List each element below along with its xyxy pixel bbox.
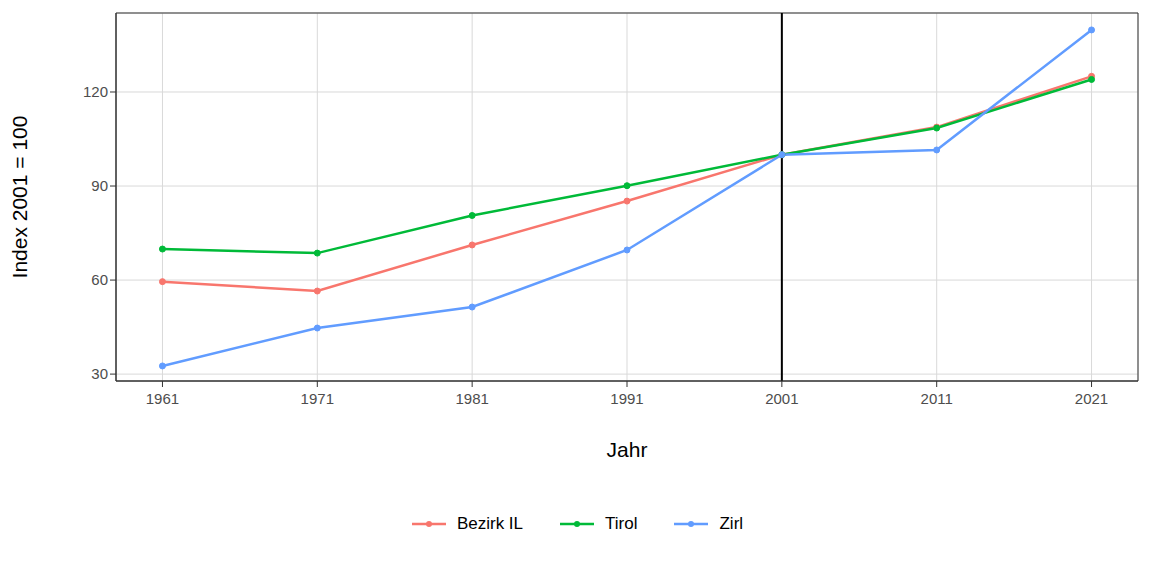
- svg-text:2021: 2021: [1075, 390, 1108, 407]
- svg-text:2011: 2011: [921, 390, 953, 407]
- svg-text:1971: 1971: [301, 390, 334, 407]
- svg-text:60: 60: [91, 271, 108, 288]
- svg-text:Jahr: Jahr: [607, 438, 648, 461]
- svg-text:1991: 1991: [610, 390, 643, 407]
- svg-text:30: 30: [91, 365, 108, 382]
- html-text:Zirl: Zirl: [719, 514, 744, 533]
- svg-text:2001: 2001: [765, 390, 798, 407]
- svg-text:120: 120: [83, 83, 108, 100]
- svg-text:1981: 1981: [455, 390, 488, 407]
- svg-text:1961: 1961: [146, 390, 179, 407]
- svg-text:90: 90: [91, 177, 108, 194]
- svg-text:Index 2001 = 100: Index 2001 = 100: [8, 116, 31, 279]
- html-text:Bezirk IL: Bezirk IL: [456, 514, 523, 533]
- html-text:Tirol: Tirol: [605, 514, 638, 533]
